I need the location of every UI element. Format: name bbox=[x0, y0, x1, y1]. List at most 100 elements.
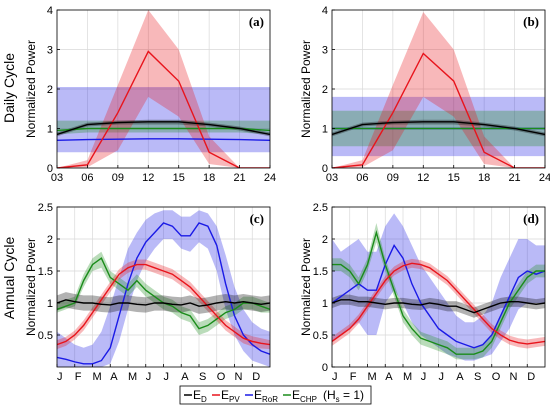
x-tick-label: 06 bbox=[356, 172, 368, 184]
x-tick-label: M bbox=[93, 371, 102, 383]
y-tick-label: 0 bbox=[322, 163, 328, 175]
x-tick-label: 24 bbox=[264, 172, 276, 184]
line-e-pv bbox=[332, 52, 545, 168]
y-tick-label: 3 bbox=[322, 45, 328, 57]
legend-box bbox=[179, 385, 372, 405]
y-tick-label: 2.5 bbox=[313, 202, 328, 214]
y-tick-label: 0.5 bbox=[313, 330, 328, 342]
band-e-chp bbox=[57, 120, 270, 135]
y-tick-label: 0 bbox=[322, 362, 328, 374]
band-e-ror bbox=[332, 96, 545, 157]
x-tick-label: 18 bbox=[203, 172, 215, 184]
legend-label-ror: ERoR bbox=[254, 388, 278, 404]
line-e-d bbox=[332, 299, 545, 314]
line-e-ror bbox=[57, 222, 270, 365]
y-tick-label: 1.5 bbox=[313, 266, 328, 278]
x-tick-label: 09 bbox=[387, 172, 399, 184]
x-tick-label: A bbox=[385, 371, 393, 383]
legend-label-chp: ECHP bbox=[292, 388, 317, 404]
x-tick-label: N bbox=[510, 371, 518, 383]
x-tick-label: 18 bbox=[478, 172, 490, 184]
y-axis-label: Normalized Power bbox=[24, 238, 38, 336]
line-e-pv bbox=[57, 50, 270, 168]
x-tick-label: O bbox=[492, 371, 501, 383]
x-tick-label: 03 bbox=[51, 172, 63, 184]
y-tick-label: 2 bbox=[47, 84, 53, 96]
x-tick-label: J bbox=[421, 371, 427, 383]
band-e-d bbox=[57, 119, 270, 137]
x-tick-label: J bbox=[439, 371, 445, 383]
band-e-ror bbox=[57, 87, 270, 153]
legend: ED EPV ERoR ECHP (Hs = 1) bbox=[179, 385, 372, 405]
x-tick-label: A bbox=[456, 371, 464, 383]
y-tick-label: 1 bbox=[322, 298, 328, 310]
x-tick-label: J bbox=[57, 371, 63, 383]
band-e-d bbox=[332, 294, 545, 318]
row-label-daily: Daily Cycle bbox=[1, 53, 17, 123]
x-tick-label: D bbox=[527, 371, 535, 383]
legend-label-pv: EPV bbox=[221, 388, 240, 404]
x-tick-label: 21 bbox=[233, 172, 245, 184]
x-tick-label: 24 bbox=[539, 172, 550, 184]
y-axis-label: Normalized Power bbox=[299, 40, 313, 138]
x-tick-label: 21 bbox=[508, 172, 520, 184]
y-tick-label: 2 bbox=[322, 84, 328, 96]
legend-suffix: (Hs = 1) bbox=[323, 388, 364, 404]
line-e-d bbox=[57, 121, 270, 136]
line-e-ror bbox=[57, 138, 270, 142]
panel-label: (b) bbox=[523, 14, 539, 29]
line-e-d bbox=[57, 299, 270, 307]
x-tick-label: J bbox=[146, 371, 152, 383]
band-e-pv bbox=[57, 259, 270, 350]
x-tick-label: F bbox=[350, 371, 357, 383]
x-tick-label: M bbox=[368, 371, 377, 383]
x-tick-label: S bbox=[474, 371, 481, 383]
y-tick-label: 2 bbox=[47, 234, 53, 246]
x-tick-label: O bbox=[217, 371, 226, 383]
x-tick-label: F bbox=[75, 371, 82, 383]
y-tick-label: 0 bbox=[47, 163, 53, 175]
x-tick-label: 12 bbox=[417, 172, 429, 184]
y-axis-label: Normalized Power bbox=[299, 238, 313, 336]
band-e-ror bbox=[57, 210, 270, 367]
line-e-pv bbox=[332, 262, 545, 345]
y-tick-label: 2.5 bbox=[38, 202, 53, 214]
y-tick-label: 3 bbox=[47, 45, 53, 57]
y-tick-label: 2 bbox=[322, 234, 328, 246]
band-e-chp bbox=[57, 251, 270, 335]
x-tick-label: 15 bbox=[173, 172, 185, 184]
x-tick-label: J bbox=[332, 371, 338, 383]
line-e-d bbox=[332, 121, 545, 136]
x-tick-label: M bbox=[403, 371, 412, 383]
panel-label: (a) bbox=[249, 14, 264, 29]
x-tick-label: 09 bbox=[112, 172, 124, 184]
y-tick-label: 4 bbox=[47, 5, 53, 17]
y-tick-label: 4 bbox=[322, 5, 328, 17]
line-e-pv bbox=[57, 263, 270, 346]
y-tick-label: 1 bbox=[322, 124, 328, 136]
x-tick-label: 15 bbox=[448, 172, 460, 184]
row-label-annual: Annual Cycle bbox=[1, 237, 17, 320]
band-e-d bbox=[332, 119, 545, 137]
x-tick-label: D bbox=[252, 371, 260, 383]
band-e-ror bbox=[332, 213, 545, 361]
x-tick-label: 03 bbox=[326, 172, 338, 184]
x-tick-label: A bbox=[110, 371, 118, 383]
line-e-chp bbox=[332, 229, 545, 355]
panel-label: (d) bbox=[523, 211, 539, 226]
x-tick-label: N bbox=[235, 371, 243, 383]
x-tick-label: A bbox=[181, 371, 189, 383]
x-tick-label: 06 bbox=[81, 172, 93, 184]
y-tick-label: 0.5 bbox=[38, 330, 53, 342]
x-tick-label: M bbox=[128, 371, 137, 383]
x-tick-label: J bbox=[164, 371, 170, 383]
y-tick-label: 1 bbox=[47, 298, 53, 310]
panel-label: (c) bbox=[250, 211, 264, 226]
legend-label-d: ED bbox=[193, 388, 207, 404]
x-tick-label: 12 bbox=[142, 172, 154, 184]
y-axis-label: Normalized Power bbox=[24, 40, 38, 138]
